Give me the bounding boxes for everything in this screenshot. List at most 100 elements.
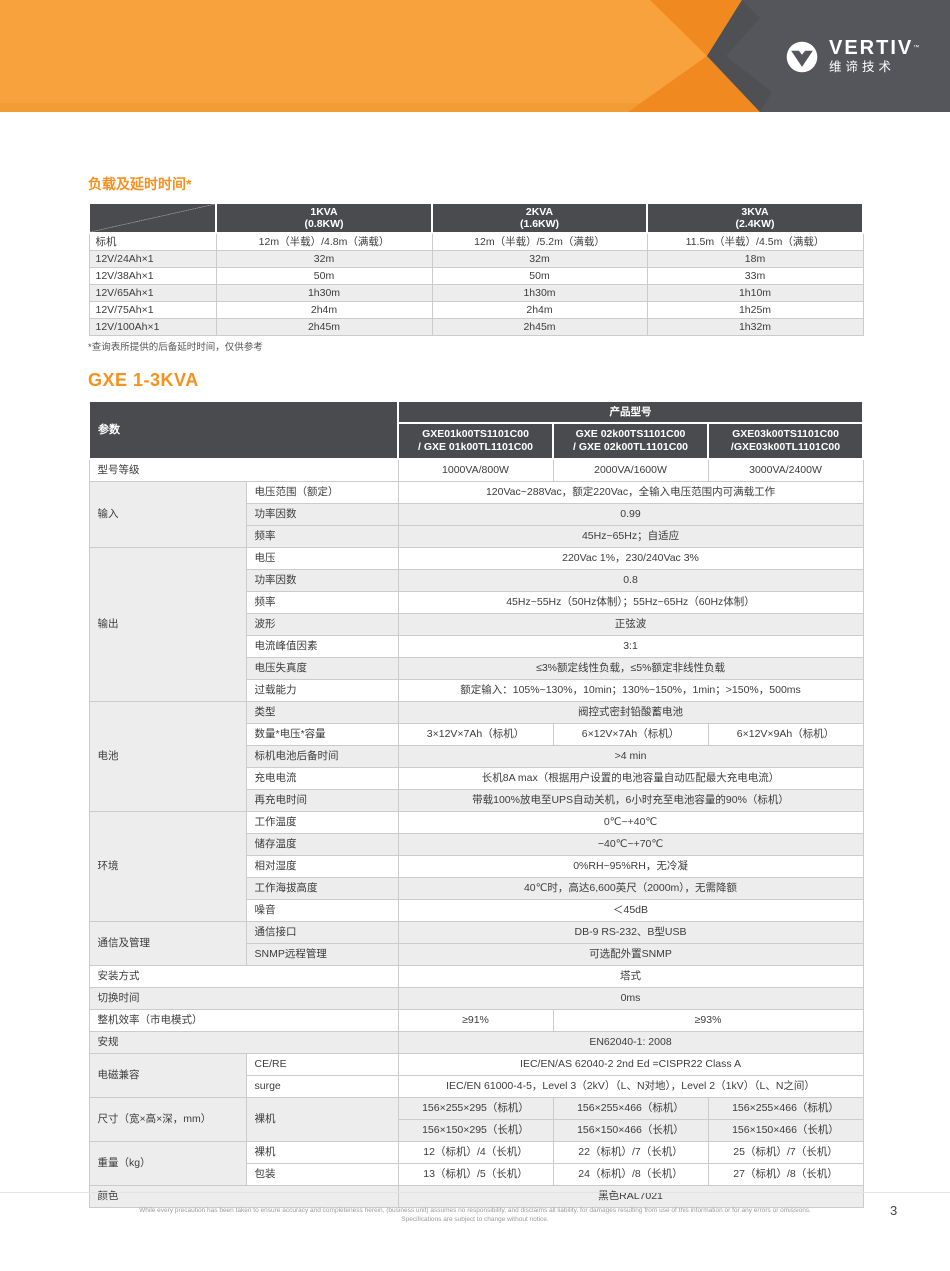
spec-table-row: 噪音 ＜45dB <box>89 899 864 922</box>
battery-config-label: 标机 <box>88 232 217 251</box>
spec-value-cell: 156×255×295（标机） <box>397 1097 554 1120</box>
spec-table-row: 重量（kg） 裸机 12（标机）/4（长机） 22（标机）/7（长机） 25（标机）/7… <box>88 1141 864 1186</box>
spec-value-cell: 220Vac 1%，230/240Vac 3% <box>397 547 864 570</box>
runtime-value-cell: 1h30m <box>431 284 648 302</box>
spec-param-label: 通信接口 <box>245 921 399 944</box>
spec-value-cell: 0℃~+40℃ <box>397 811 864 834</box>
vertiv-logo: VERTIV™ 维谛技术 <box>784 38 919 75</box>
spec-table-row: 电磁兼容 CE/RE IEC/EN/AS 62040-2 2nd Ed =CISPR… <box>88 1053 864 1098</box>
spec-param-label: 功率因数 <box>245 503 399 526</box>
spec-value-cell: >4 min <box>397 745 864 768</box>
spec-param-label: 切换时间 <box>88 987 399 1010</box>
disclaimer-line-1: While every precaution has been taken to… <box>139 1207 811 1214</box>
spec-param-label: 电流峰值因素 <box>245 635 399 658</box>
param-header-cell: 参数 <box>88 400 399 460</box>
spec-param-label: 颜色 <box>88 1185 399 1208</box>
spec-value-cell: IEC/EN 61000-4-5，Level 3（2kV）（L、N对地），Lev… <box>397 1075 864 1098</box>
spec-value-cell: ＜45dB <box>397 899 864 922</box>
spec-section-cell: 电磁兼容 <box>88 1053 247 1098</box>
runtime-header-cell: 2KVA (1.6KW) <box>431 202 648 234</box>
spec-table-row: 电池 类型 阀控式密封铅酸蓄电池 <box>88 701 864 812</box>
model-line-1: GXE 02k00TS1101C00 <box>575 428 686 440</box>
spec-param-label: 工作海拔高度 <box>245 877 399 900</box>
spec-value-cell: 3×12V×7Ah（标机） <box>397 723 554 746</box>
spec-param-label: 工作温度 <box>245 811 399 834</box>
runtime-value-cell: 18m <box>646 250 864 268</box>
runtime-value-cell: 50m <box>431 267 648 285</box>
runtime-table-title: 负载及延时时间* <box>88 176 192 192</box>
spec-param-label: 型号等级 <box>88 458 399 482</box>
spec-value-cell: IEC/EN/AS 62040-2 2nd Ed =CISPR22 Class … <box>397 1053 864 1076</box>
spec-value-cell: EN62040-1: 2008 <box>397 1031 864 1054</box>
model-line-1: GXE03k00TS1101C00 <box>732 428 839 440</box>
spec-section-cell: 输入 <box>88 481 247 548</box>
spec-value-cell: 0.99 <box>397 503 864 526</box>
main-content: 负载及延时时间* 1KVA (0.8KW) 2KVA (1.6KW) 3KVA (2.4K… <box>88 176 865 1208</box>
spec-value-cell: 156×255×466（标机） <box>707 1097 864 1120</box>
spec-value-cell: 3000VA/2400W <box>707 458 864 482</box>
spec-value-cell: 可选配外置SNMP <box>397 943 864 966</box>
runtime-table-header: 1KVA (0.8KW) 2KVA (1.6KW) 3KVA (2.4KW) <box>88 202 864 234</box>
spec-value-cell: 3:1 <box>397 635 864 658</box>
spec-param-label: 噪音 <box>245 899 399 922</box>
spec-value-cell: 0%RH~95%RH，无冷凝 <box>397 855 864 878</box>
spec-table-row: 频率 45Hz~65Hz；自适应 <box>89 525 864 548</box>
spec-value-cell: 40℃时，高达6,600英尺（2000m），无需降额 <box>397 877 864 900</box>
spec-value-cell: 25（标机）/7（长机） <box>707 1141 864 1164</box>
spec-table-header: 参数 产品型号 GXE01k00TS1101C00/ GXE 01k00TL1101… <box>88 400 865 460</box>
runtime-value-cell: 1h10m <box>646 284 864 302</box>
runtime-value-cell: 33m <box>646 267 864 285</box>
spec-table-row: 过载能力 额定输入：105%~130%，10min；130%~150%，1min；… <box>89 679 864 702</box>
spec-value-cell: 阀控式密封铅酸蓄电池 <box>397 701 864 724</box>
model-line-2: / GXE 01k00TL1101C00 <box>418 441 533 453</box>
spec-section-cell: 环境 <box>88 811 247 922</box>
spec-param-label: 电压范围（额定） <box>245 481 399 504</box>
runtime-header-row: 1KVA (0.8KW) 2KVA (1.6KW) 3KVA (2.4KW) <box>88 202 864 234</box>
spec-value-cell: DB-9 RS-232、B型USB <box>397 921 864 944</box>
trademark-symbol: ™ <box>913 45 920 51</box>
spec-value-cell: 12（标机）/4（长机） <box>397 1141 554 1164</box>
spec-value-cell: 156×150×295（长机） <box>397 1119 554 1142</box>
spec-value-cell: 带载100%放电至UPS自动关机，6小时充至电池容量的90%（标机） <box>397 789 864 812</box>
model-number-cell: GXE01k00TS1101C00/ GXE 01k00TL1101C00 <box>397 422 554 460</box>
spec-section-cell: 输出 <box>88 547 247 702</box>
spec-table-row: 尺寸（宽×高×深，mm） 裸机 156×255×295（标机） 156×255×466… <box>88 1097 864 1142</box>
model-line-2: /GXE03k00TL1101C00 <box>730 441 841 453</box>
spec-table-row: 功率因数 0.99 <box>89 503 864 526</box>
runtime-table-footnote: *查询表所提供的后备延时时间，仅供参考 <box>88 342 263 353</box>
spec-section-cell: 重量（kg） <box>88 1141 247 1186</box>
spec-param-label: surge <box>245 1075 399 1098</box>
runtime-table-row: 12V/100Ah×1 2h45m 2h45m 1h32m <box>88 318 864 336</box>
spec-param-label: 电压失真度 <box>245 657 399 680</box>
spec-param-label: 相对湿度 <box>245 855 399 878</box>
spec-param-label: 类型 <box>245 701 399 724</box>
page-footer: While every precaution has been taken to… <box>0 1192 950 1224</box>
battery-config-label: 12V/65Ah×1 <box>88 284 217 302</box>
page-number: 3 <box>890 1203 898 1218</box>
spec-param-label: 充电电流 <box>245 767 399 790</box>
spec-param-label: 电压 <box>245 547 399 570</box>
spec-value-cell: 45Hz~55Hz（50Hz体制）；55Hz~65Hz（60Hz体制） <box>397 591 864 614</box>
runtime-header-cell: 3KVA (2.4KW) <box>646 202 864 234</box>
model-line-2: / GXE 02k00TL1101C00 <box>573 441 688 453</box>
spec-value-cell: 2000VA/1600W <box>552 458 709 482</box>
spec-value-cell: 黑色RAL7021 <box>397 1185 864 1208</box>
kw-label: (1.6KW) <box>519 218 560 230</box>
spec-param-label: 裸机 <box>245 1141 399 1164</box>
spec-header-row-1: 参数 产品型号 <box>88 400 865 460</box>
spec-value-cell: 长机8A max（根据用户设置的电池容量自动匹配最大充电电流） <box>397 767 864 790</box>
spec-table-row: 再充电时间 带载100%放电至UPS自动关机，6小时充至电池容量的90%（标机） <box>89 789 864 812</box>
kva-label: 2KVA <box>525 206 554 218</box>
battery-config-label: 12V/100Ah×1 <box>88 318 217 336</box>
spec-value-cell: 1000VA/800W <box>397 458 554 482</box>
runtime-value-cell: 2h45m <box>215 318 433 336</box>
spec-table-body: 型号等级 1000VA/800W 2000VA/1600W 3000VA/2400W 输… <box>88 458 864 1208</box>
spec-param-label: 波形 <box>245 613 399 636</box>
kw-label: (0.8KW) <box>304 218 344 230</box>
spec-table-row: 电压失真度 ≤3%额定线性负载，≤5%额定非线性负载 <box>89 657 864 680</box>
spec-table-row: 输入 电压范围（额定） 120Vac~288Vac，额定220Vac，全输入电压范围… <box>88 481 864 548</box>
runtime-value-cell: 32m <box>215 250 433 268</box>
spec-value-cell: 156×255×466（标机） <box>552 1097 709 1120</box>
spec-param-label: CE/RE <box>245 1053 399 1076</box>
